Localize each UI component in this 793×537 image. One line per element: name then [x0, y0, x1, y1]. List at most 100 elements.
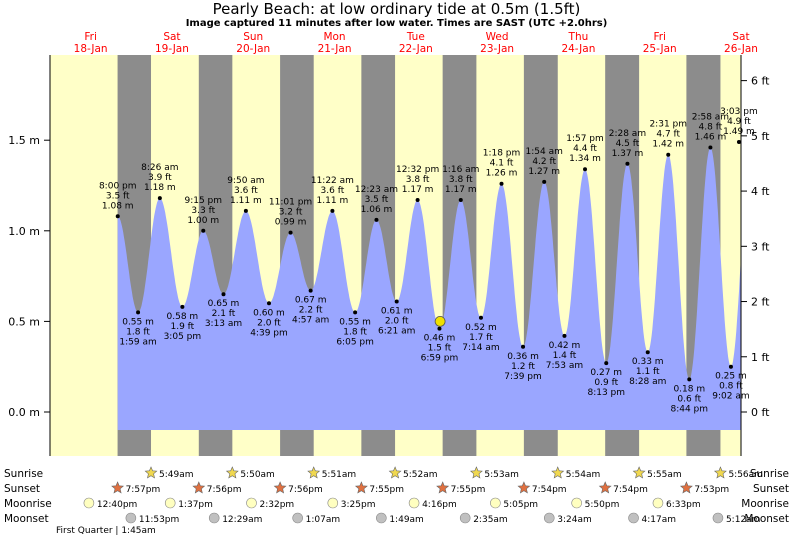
moonrise-time: 2:32pm	[260, 500, 295, 510]
tide-label: 0.61 m	[381, 306, 413, 316]
moonrise-icon	[164, 497, 176, 509]
tide-label: 0.65 m	[208, 299, 240, 309]
almanac: Sunrise Sunrise Sunset Sunset Moonrise Moonri…	[4, 466, 789, 536]
moonset-time: 12:29am	[222, 515, 262, 525]
moonset-time: 3:24am	[557, 515, 592, 525]
left-tick-label: 0.5 m	[8, 315, 40, 328]
moonset-time: 5:12am	[726, 515, 761, 525]
right-tick-label: 4 ft	[751, 185, 770, 198]
tide-label: 1.9 ft	[171, 322, 195, 332]
sunset-icon	[192, 481, 206, 494]
tide-label: 4.7 ft	[656, 130, 680, 140]
moonset-icon	[376, 512, 387, 524]
tide-label: 0.33 m	[632, 357, 664, 367]
tide-label: 0.6 ft	[677, 394, 701, 404]
tide-label: 7:14 am	[462, 343, 499, 353]
tide-label: 1.26 m	[486, 169, 518, 179]
moonset-icon	[628, 512, 639, 524]
tide-point	[437, 326, 442, 331]
tide-label: 11:22 am	[311, 176, 354, 186]
sunrise-time: 5:51am	[322, 470, 357, 480]
tide-label: 4.1 ft	[490, 159, 514, 169]
tide-point	[266, 301, 271, 306]
tide-label: 3.8 ft	[449, 175, 473, 185]
sunset-icon	[436, 481, 450, 494]
moonset-icon	[125, 512, 137, 524]
tide-label: 1.27 m	[528, 167, 560, 177]
tide-label: 1.11 m	[317, 196, 349, 206]
sunset-time: 7:57pm	[126, 485, 161, 495]
tide-label: 8:28 am	[629, 377, 666, 387]
tide-label: 12:32 pm	[396, 165, 439, 175]
tide-label: 6:59 pm	[421, 354, 459, 364]
right-tick-label: 1 ft	[751, 351, 770, 364]
moonrise-time: 12:40pm	[97, 500, 137, 510]
tide-label: 1.8 ft	[343, 327, 367, 337]
left-tick-label: 0.0 m	[8, 406, 40, 419]
tide-label: 3.9 ft	[148, 173, 172, 183]
tide-label: 0.25 m	[715, 372, 747, 382]
tide-point	[562, 333, 567, 338]
tide-point	[115, 214, 120, 219]
tide-label: 1.08 m	[102, 201, 134, 211]
moonrise-icon	[490, 497, 501, 509]
day-name: Sun	[243, 31, 263, 43]
sunset-icon	[111, 481, 125, 494]
tide-label: 0.42 m	[549, 341, 581, 351]
moonrise-time: 1:37pm	[178, 500, 213, 510]
row-label-right: Sunset	[753, 483, 789, 495]
tide-label: 3:13 am	[205, 319, 242, 329]
tide-label: 1:59 am	[119, 337, 156, 347]
tide-point	[542, 179, 547, 184]
tide-label: 6:05 pm	[336, 337, 374, 347]
tide-label: 1.18 m	[144, 183, 176, 193]
tide-point	[478, 315, 483, 320]
tide-label: 9:50 am	[227, 176, 264, 186]
moonrise-time: 5:05pm	[503, 500, 538, 510]
tide-label: 11:01 pm	[269, 198, 312, 208]
day-date: 26-Jan	[724, 43, 758, 55]
day-date: 25-Jan	[643, 43, 677, 55]
tide-label: 8:26 am	[141, 163, 178, 173]
tide-label: 1.1 ft	[636, 367, 660, 377]
tide-label: 3.3 ft	[191, 206, 215, 216]
tide-point	[374, 217, 379, 222]
row-label-left: Sunset	[4, 483, 40, 495]
tide-label: 3.6 ft	[234, 186, 258, 196]
tide-point	[288, 230, 293, 235]
sunrise-icon	[632, 466, 646, 479]
tide-label: 9:02 am	[712, 392, 749, 402]
tide-label: 2.0 ft	[385, 316, 409, 326]
chart-subtitle: Image captured 11 minutes after low wate…	[185, 18, 608, 29]
day-date: 19-Jan	[155, 43, 189, 55]
sunset-time: 7:56pm	[288, 485, 323, 495]
sunrise-icon	[551, 466, 565, 479]
tide-label: 1.00 m	[187, 216, 219, 226]
tide-label: 2.2 ft	[299, 306, 323, 316]
tide-point	[583, 167, 588, 172]
right-tick-label: 3 ft	[751, 240, 770, 253]
tide-area	[117, 147, 741, 430]
moonrise-icon	[327, 497, 339, 509]
moonset-time: 2:35am	[473, 515, 508, 525]
tide-label: 4:39 pm	[250, 328, 288, 338]
tide-label: 1.8 ft	[126, 327, 150, 337]
tide-label: 9:15 pm	[184, 196, 222, 206]
tide-label: 4.4 ft	[573, 144, 597, 154]
moonset-time: 4:17am	[642, 515, 677, 525]
tide-label: 8:13 pm	[587, 388, 625, 398]
tide-point	[415, 197, 420, 202]
moonset-time: 1:49am	[389, 515, 424, 525]
day-date: 21-Jan	[318, 43, 352, 55]
row-label-left: Moonset	[4, 513, 49, 525]
tide-label: 0.99 m	[275, 218, 307, 228]
tide-area-path	[117, 147, 741, 430]
moonrise-icon	[246, 497, 257, 509]
tide-point	[353, 310, 358, 315]
right-tick-label: 2 ft	[751, 296, 770, 309]
tide-label: 2.0 ft	[257, 318, 281, 328]
sunrise-time: 5:50am	[240, 470, 275, 480]
day-name: Thu	[568, 31, 589, 43]
day-name: Sat	[732, 31, 749, 43]
